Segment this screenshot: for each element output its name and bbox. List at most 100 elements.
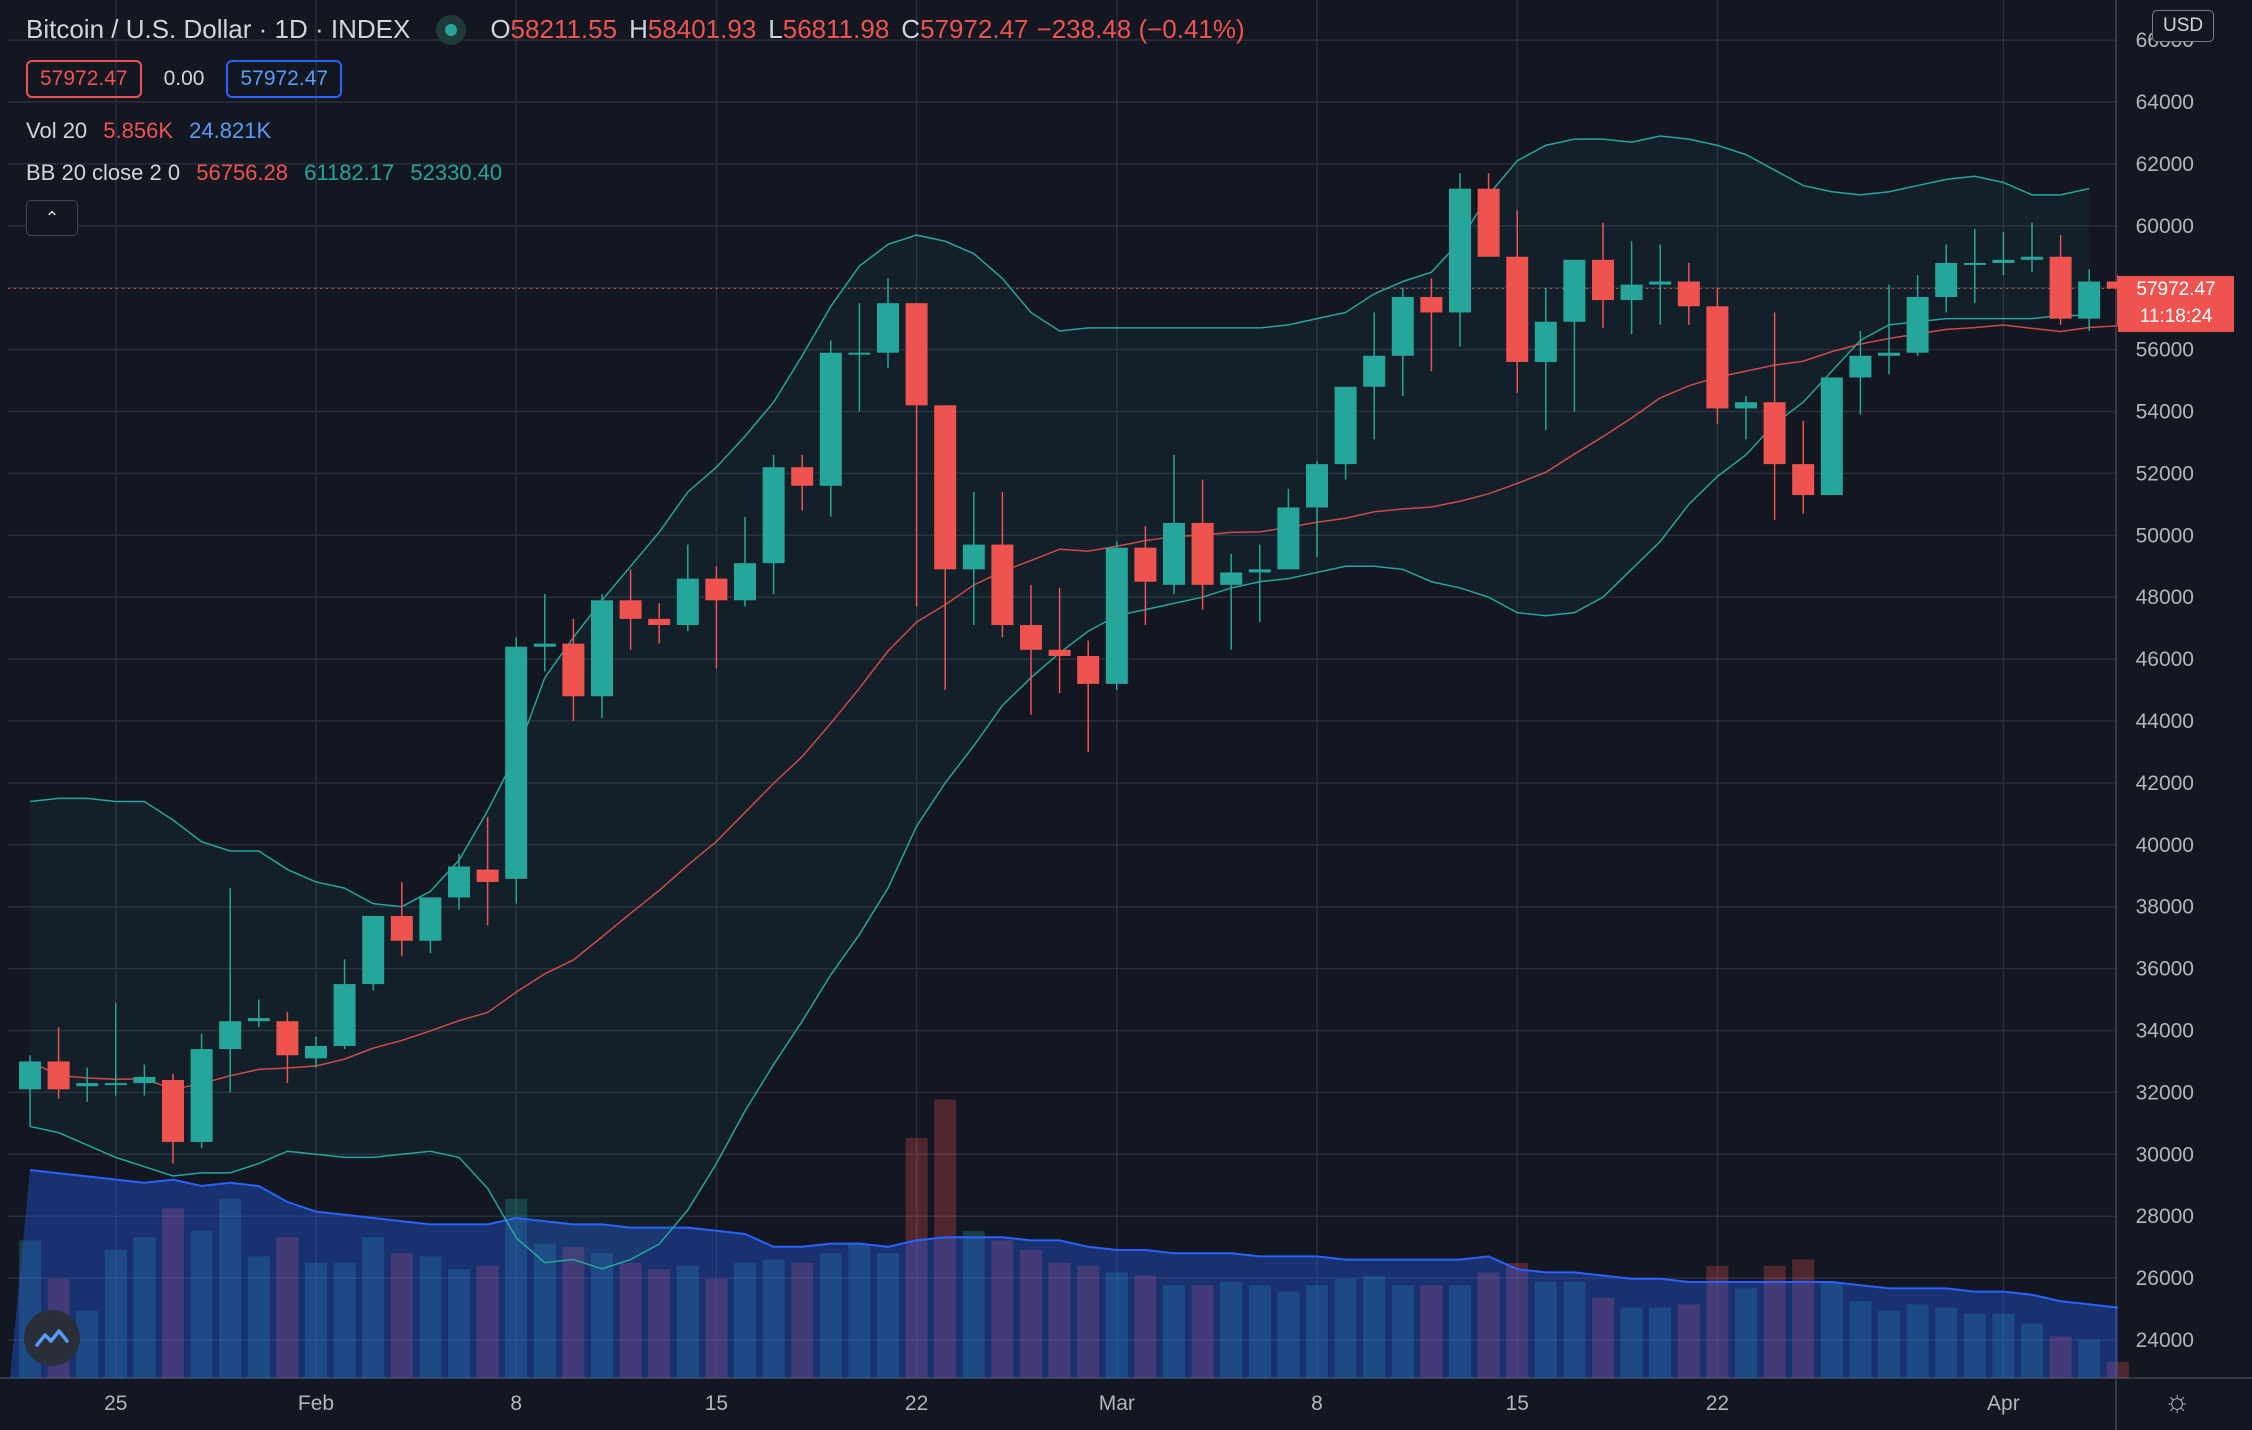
volume-bar [2106,1362,2129,1378]
price-tick-label: 46000 [2136,648,2194,671]
candle-body [419,897,442,941]
candle-body [991,544,1014,626]
symbol-title[interactable]: Bitcoin / U.S. Dollar · 1D · INDEX [26,14,411,44]
volume-bar [1363,1275,1386,1378]
candle-body [1763,402,1786,465]
candle-body [848,352,871,355]
candle-body [1534,321,1557,362]
volume-bar [419,1256,442,1378]
spread-value: 0.00 [163,67,205,90]
volume-bar [762,1259,785,1378]
candle-body [2106,281,2129,289]
time-tick-label: 8 [510,1392,522,1415]
bb-upper-value: 61182.17 [304,160,395,185]
price-tick-label: 28000 [2136,1205,2194,1228]
candle-body [1163,522,1185,585]
volume-bar [934,1099,957,1378]
candle-body [47,1061,70,1090]
bb-basis-value: 56756.28 [196,160,288,185]
candle-body [19,1061,41,1090]
candle-body [1506,256,1529,362]
candle-body [2021,256,2043,260]
candle-body [305,1045,327,1059]
bb-label: BB 20 close 2 0 [26,160,181,185]
volume-bar [476,1266,499,1378]
volume-value: 5.856K [103,118,174,143]
volume-bar [448,1269,470,1378]
price-tick-label: 40000 [2136,834,2194,857]
volume-bar [1820,1282,1843,1378]
candle-body [1563,259,1586,322]
sell-button[interactable]: 57972.47 [26,60,142,98]
candle-body [1820,377,1843,496]
price-tick-label: 62000 [2136,153,2194,176]
gear-icon[interactable]: ☼ [2163,1385,2191,1418]
candle-body [1048,649,1071,657]
candle-body [219,1021,242,1050]
volume-bar [819,1253,842,1378]
candle-body [1620,284,1643,301]
price-tick-label: 42000 [2136,772,2194,795]
candle-body [390,915,413,941]
candle-body [1992,259,2015,263]
volume-bar [1191,1285,1214,1378]
volume-bar [1134,1275,1157,1378]
time-tick-label: Apr [1987,1392,2020,1415]
candle-body [1449,188,1471,313]
candle-body [1191,522,1214,585]
last-price-value: 57972.47 [2136,279,2216,300]
candle-body [1477,188,1500,257]
tradingview-logo-icon[interactable] [24,1310,80,1366]
candle-body [1735,402,1757,409]
candle-body [705,578,728,601]
candle-body [1220,572,1243,585]
candle-body [1306,464,1328,508]
candle-body [877,303,899,353]
volume-legend[interactable]: Vol 20 5.856K 24.821K [26,118,271,144]
ohlc-high-label: H [629,14,648,44]
volume-bar [2078,1339,2101,1378]
time-axis: 25 Feb 8 15 22 Mar 8 15 22 Apr [104,1392,2020,1415]
volume-bar [562,1246,585,1378]
price-tick-label: 26000 [2136,1267,2194,1290]
price-tick-label: 30000 [2136,1143,2194,1166]
price-tick-label: 54000 [2136,401,2194,424]
bb-legend[interactable]: BB 20 close 2 0 56756.28 61182.17 52330.… [26,160,502,186]
candle-body [104,1083,127,1086]
volume-bar [1592,1298,1614,1378]
volume-bar [1334,1278,1357,1378]
volume-bar [791,1262,814,1378]
collapse-legend-button[interactable]: ⌃ [26,200,78,236]
volume-pane [10,1099,2129,1378]
candle-body [247,1018,270,1022]
candle-body [276,1021,299,1056]
candle-body [533,643,556,647]
candle-body [448,866,470,898]
time-tick-label: 22 [1706,1392,1729,1415]
currency-badge[interactable]: USD [2152,10,2215,42]
candle-body [648,618,671,626]
volume-bar [1706,1266,1729,1378]
candle-body [619,600,642,619]
volume-bar [190,1230,213,1378]
volume-bar [1935,1307,1958,1378]
candle-body [1878,352,1900,356]
volume-bar [1077,1266,1100,1378]
candle-body [962,544,985,570]
ohlc-low-label: L [768,14,783,44]
volume-bar [1248,1285,1271,1378]
volume-bar [1534,1282,1557,1378]
ohlc-close-label: C [901,14,921,44]
ohlc-low-value: 56811.98 [782,14,890,44]
market-status-icon[interactable] [436,14,467,45]
candle-body [2078,281,2101,319]
volume-bar [877,1253,899,1378]
volume-bar [533,1243,556,1378]
candle-body [1935,262,1958,297]
buy-button[interactable]: 57972.47 [226,60,343,98]
price-tick-label: 48000 [2136,586,2194,609]
price-tick-label: 34000 [2136,1020,2194,1043]
volume-bar [1963,1314,1986,1378]
